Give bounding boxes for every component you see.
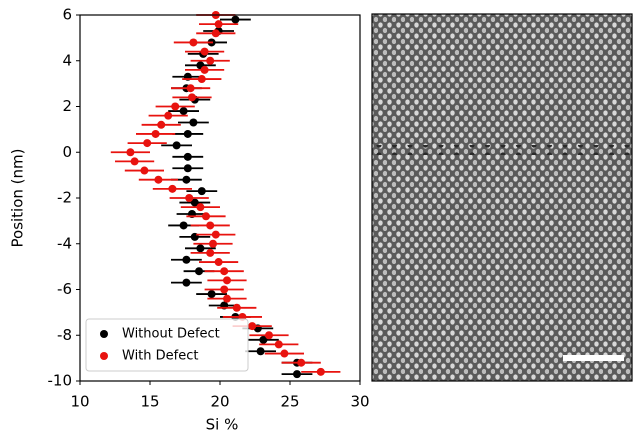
point	[220, 267, 229, 276]
point	[206, 248, 215, 257]
y-axis-label: Position (nm)	[9, 149, 27, 248]
point	[197, 187, 206, 196]
point	[280, 349, 289, 358]
point	[168, 184, 177, 193]
micrograph-panel	[371, 13, 633, 382]
point	[171, 102, 180, 111]
point	[164, 111, 173, 120]
legend-label: With Defect	[122, 349, 198, 364]
point	[183, 129, 192, 138]
point	[206, 56, 215, 65]
point	[256, 347, 265, 356]
point	[223, 276, 231, 285]
point	[172, 141, 181, 150]
point	[190, 198, 199, 207]
point	[211, 29, 220, 38]
y-tick-label: -10	[48, 372, 73, 390]
point	[231, 15, 240, 24]
point	[186, 84, 195, 93]
plot-frame	[79, 14, 361, 382]
point	[189, 38, 198, 47]
point	[214, 20, 223, 29]
legend-box	[85, 318, 249, 372]
point	[293, 370, 301, 379]
x-tick-label: 20	[210, 393, 229, 411]
point	[200, 65, 209, 74]
point	[200, 47, 209, 56]
point	[211, 230, 220, 239]
point	[143, 139, 152, 148]
point	[220, 285, 229, 294]
y-tick-label: 4	[62, 51, 72, 69]
point	[197, 75, 206, 84]
x-tick-label: 10	[70, 393, 89, 411]
point	[185, 194, 194, 202]
point	[232, 303, 241, 312]
legend-marker	[100, 330, 108, 338]
point	[183, 164, 192, 173]
point	[248, 322, 257, 331]
y-tick-label: -4	[57, 234, 72, 252]
y-tick-label: -8	[57, 326, 72, 344]
x-axis-label: Si %	[206, 416, 239, 434]
point	[196, 203, 205, 212]
point	[202, 212, 210, 221]
point	[182, 175, 191, 184]
point	[265, 331, 273, 340]
point	[126, 148, 135, 157]
series	[110, 11, 341, 376]
y-tick-label: -2	[57, 189, 72, 207]
point	[189, 118, 198, 127]
point	[223, 294, 231, 303]
point	[274, 340, 283, 349]
point	[179, 107, 188, 116]
point	[209, 239, 217, 248]
point	[154, 175, 163, 184]
point	[182, 278, 191, 287]
point	[183, 152, 192, 161]
point	[195, 267, 203, 276]
point	[206, 221, 215, 230]
legend-marker	[100, 352, 108, 360]
point	[151, 129, 160, 138]
point	[259, 335, 268, 344]
x-tick-label: 15	[140, 393, 159, 411]
y-tick-label: 0	[62, 143, 72, 161]
y-tick-label: -6	[57, 280, 72, 298]
micrograph	[371, 13, 633, 382]
x-tick-label: 30	[350, 393, 369, 411]
point	[214, 258, 223, 267]
point	[316, 367, 325, 376]
point	[188, 93, 196, 102]
point	[297, 358, 306, 367]
point	[182, 255, 191, 264]
scale-bar	[563, 355, 624, 361]
point	[179, 221, 188, 230]
point	[207, 290, 216, 299]
legend: Without Defect With Defect	[85, 318, 249, 372]
x-tick-label: 25	[280, 393, 299, 411]
point	[130, 157, 139, 166]
y-tick-label: 6	[62, 6, 72, 24]
point	[157, 120, 166, 129]
y-tick-label: 2	[62, 97, 72, 115]
legend-label: Without Defect	[122, 327, 220, 342]
point	[140, 166, 149, 175]
defect-row	[373, 145, 631, 155]
point	[196, 244, 205, 253]
